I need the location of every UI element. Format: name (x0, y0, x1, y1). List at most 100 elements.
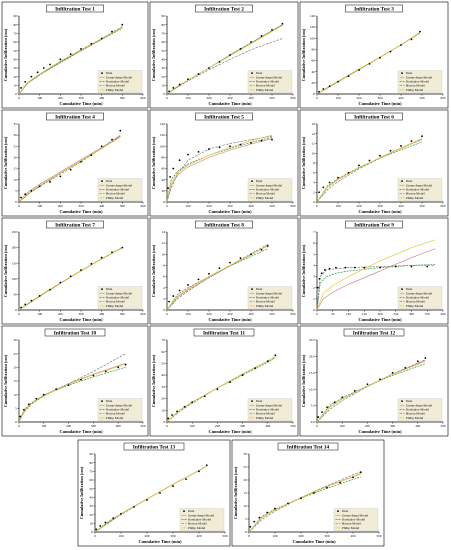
y-tick-label: 70 (90, 469, 94, 473)
y-tick-label: 4 (313, 181, 315, 185)
x-tick-label: 500 (441, 424, 446, 428)
legend-entry: Philip Model (406, 196, 423, 200)
x-tick-label: 100 (336, 96, 341, 100)
y-tick-label: 5.0 (311, 404, 315, 408)
data-point (337, 176, 339, 179)
data-point (216, 388, 219, 391)
y-tick-label: 25 (14, 352, 18, 356)
chart-title: Infiltration Test 11 (203, 330, 245, 336)
y-axis-label: Cumulative Infiltration (cm) (79, 466, 84, 519)
x-tick-label: 500 (120, 96, 125, 100)
y-tick-label: 25 (244, 465, 248, 469)
y-tick-label: 0.0 (311, 420, 315, 424)
chart-title: Infiltration Test 10 (54, 330, 97, 336)
data-point (208, 67, 210, 69)
x-tick-label: 300 (409, 312, 414, 316)
x-tick-label: 400 (399, 96, 404, 100)
y-tick-label: 1 (313, 297, 315, 301)
data-point (339, 481, 341, 484)
legend-entry: Philip Model (256, 88, 273, 92)
x-tick-label: 0 (166, 96, 168, 100)
data-point (167, 417, 170, 420)
legend-marker-data (251, 72, 253, 74)
data-point (90, 154, 93, 157)
data-point (99, 525, 102, 527)
chart-panel-8: Infiltration Test 8 0 100 200 300 400 500 600 0 2… (149, 217, 299, 325)
data-point (119, 129, 122, 132)
y-tick-label: 30 (14, 133, 18, 137)
data-point (100, 37, 103, 40)
y-tick-label: 2 (313, 286, 315, 290)
y-axis-label: Cumulative Infiltration (cm) (3, 28, 8, 81)
x-tick-label: 200 (365, 424, 370, 428)
legend-entry: Green-Ampt Model (406, 183, 432, 187)
data-point (59, 175, 62, 178)
y-tick-label: 70 (162, 31, 166, 35)
data-point (313, 492, 315, 494)
data-point (133, 505, 135, 508)
data-point (92, 374, 95, 377)
legend-entry: Philip Model (106, 88, 123, 92)
x-tick-label: 0 (18, 424, 20, 428)
data-point (183, 405, 186, 408)
data-point (404, 366, 407, 369)
x-tick-label: 0 (166, 204, 168, 208)
data-point (389, 50, 392, 53)
x-axis-label: Cumulative Time (min) (208, 209, 252, 214)
legend-entry: Data (406, 71, 413, 75)
title-box (277, 442, 339, 451)
legend-box (247, 70, 293, 93)
chart-panel-10: Infiltration Test 10 0 100 200 300 400 500 0 5 10… (1, 325, 149, 437)
legend-entry: Data (256, 399, 263, 403)
data-point (266, 360, 269, 362)
data-point (178, 83, 181, 86)
data-point (419, 30, 421, 33)
legend-entry: Horton Model (342, 522, 361, 526)
title-box (345, 112, 403, 121)
x-tick-label: 300 (171, 534, 176, 538)
data-point (28, 403, 30, 406)
chart-panel-3: Infiltration Test 3 0 100 200 300 400 500 600 0 2… (299, 1, 449, 109)
x-tick-label: 200 (66, 424, 71, 428)
data-point (208, 148, 210, 150)
y-tick-label: 10 (162, 408, 166, 412)
data-point (19, 415, 22, 418)
y-tick-label: 20 (14, 75, 18, 79)
data-point (241, 374, 244, 377)
data-point (168, 90, 171, 93)
chart-title: Infiltration Test 13 (133, 444, 176, 450)
data-point (30, 299, 33, 302)
data-point (391, 371, 394, 374)
legend-entry: Kostiakov Model (406, 188, 429, 192)
y-tick-label: 90 (162, 14, 166, 18)
chart-title: Infiltration Test 9 (354, 222, 394, 228)
title-box (46, 4, 104, 13)
data-point (318, 277, 321, 280)
y-tick-label: 4 (163, 286, 165, 290)
legend-box (97, 286, 143, 309)
x-tick-label: 600 (141, 96, 146, 100)
y-tick-label: 10 (162, 252, 166, 256)
x-tick-label: 100 (273, 534, 278, 538)
chart-title: Infiltration Test 7 (55, 222, 95, 228)
legend-marker-data (401, 288, 403, 290)
data-point (344, 266, 347, 269)
legend-entry: Kostiakov Model (342, 518, 365, 522)
legend-entry: Data (406, 179, 413, 183)
data-point (169, 176, 172, 178)
data-point (20, 196, 22, 199)
y-axis-label: Cumulative Infiltration (cm) (301, 244, 306, 297)
legend-entry: Data (188, 509, 195, 513)
legend-box (397, 398, 443, 421)
y-tick-label: 30 (90, 504, 94, 508)
y-tick-label: 40 (162, 178, 166, 182)
data-point (322, 88, 325, 90)
y-tick-label: 0 (163, 92, 165, 96)
y-tick-label: 6 (163, 275, 165, 279)
y-tick-label: 30 (244, 452, 248, 456)
title-box (46, 112, 104, 121)
legend-entry: Kostiakov Model (256, 408, 279, 412)
x-tick-label: 600 (141, 204, 146, 208)
title-box (46, 220, 104, 229)
data-point (400, 145, 402, 147)
